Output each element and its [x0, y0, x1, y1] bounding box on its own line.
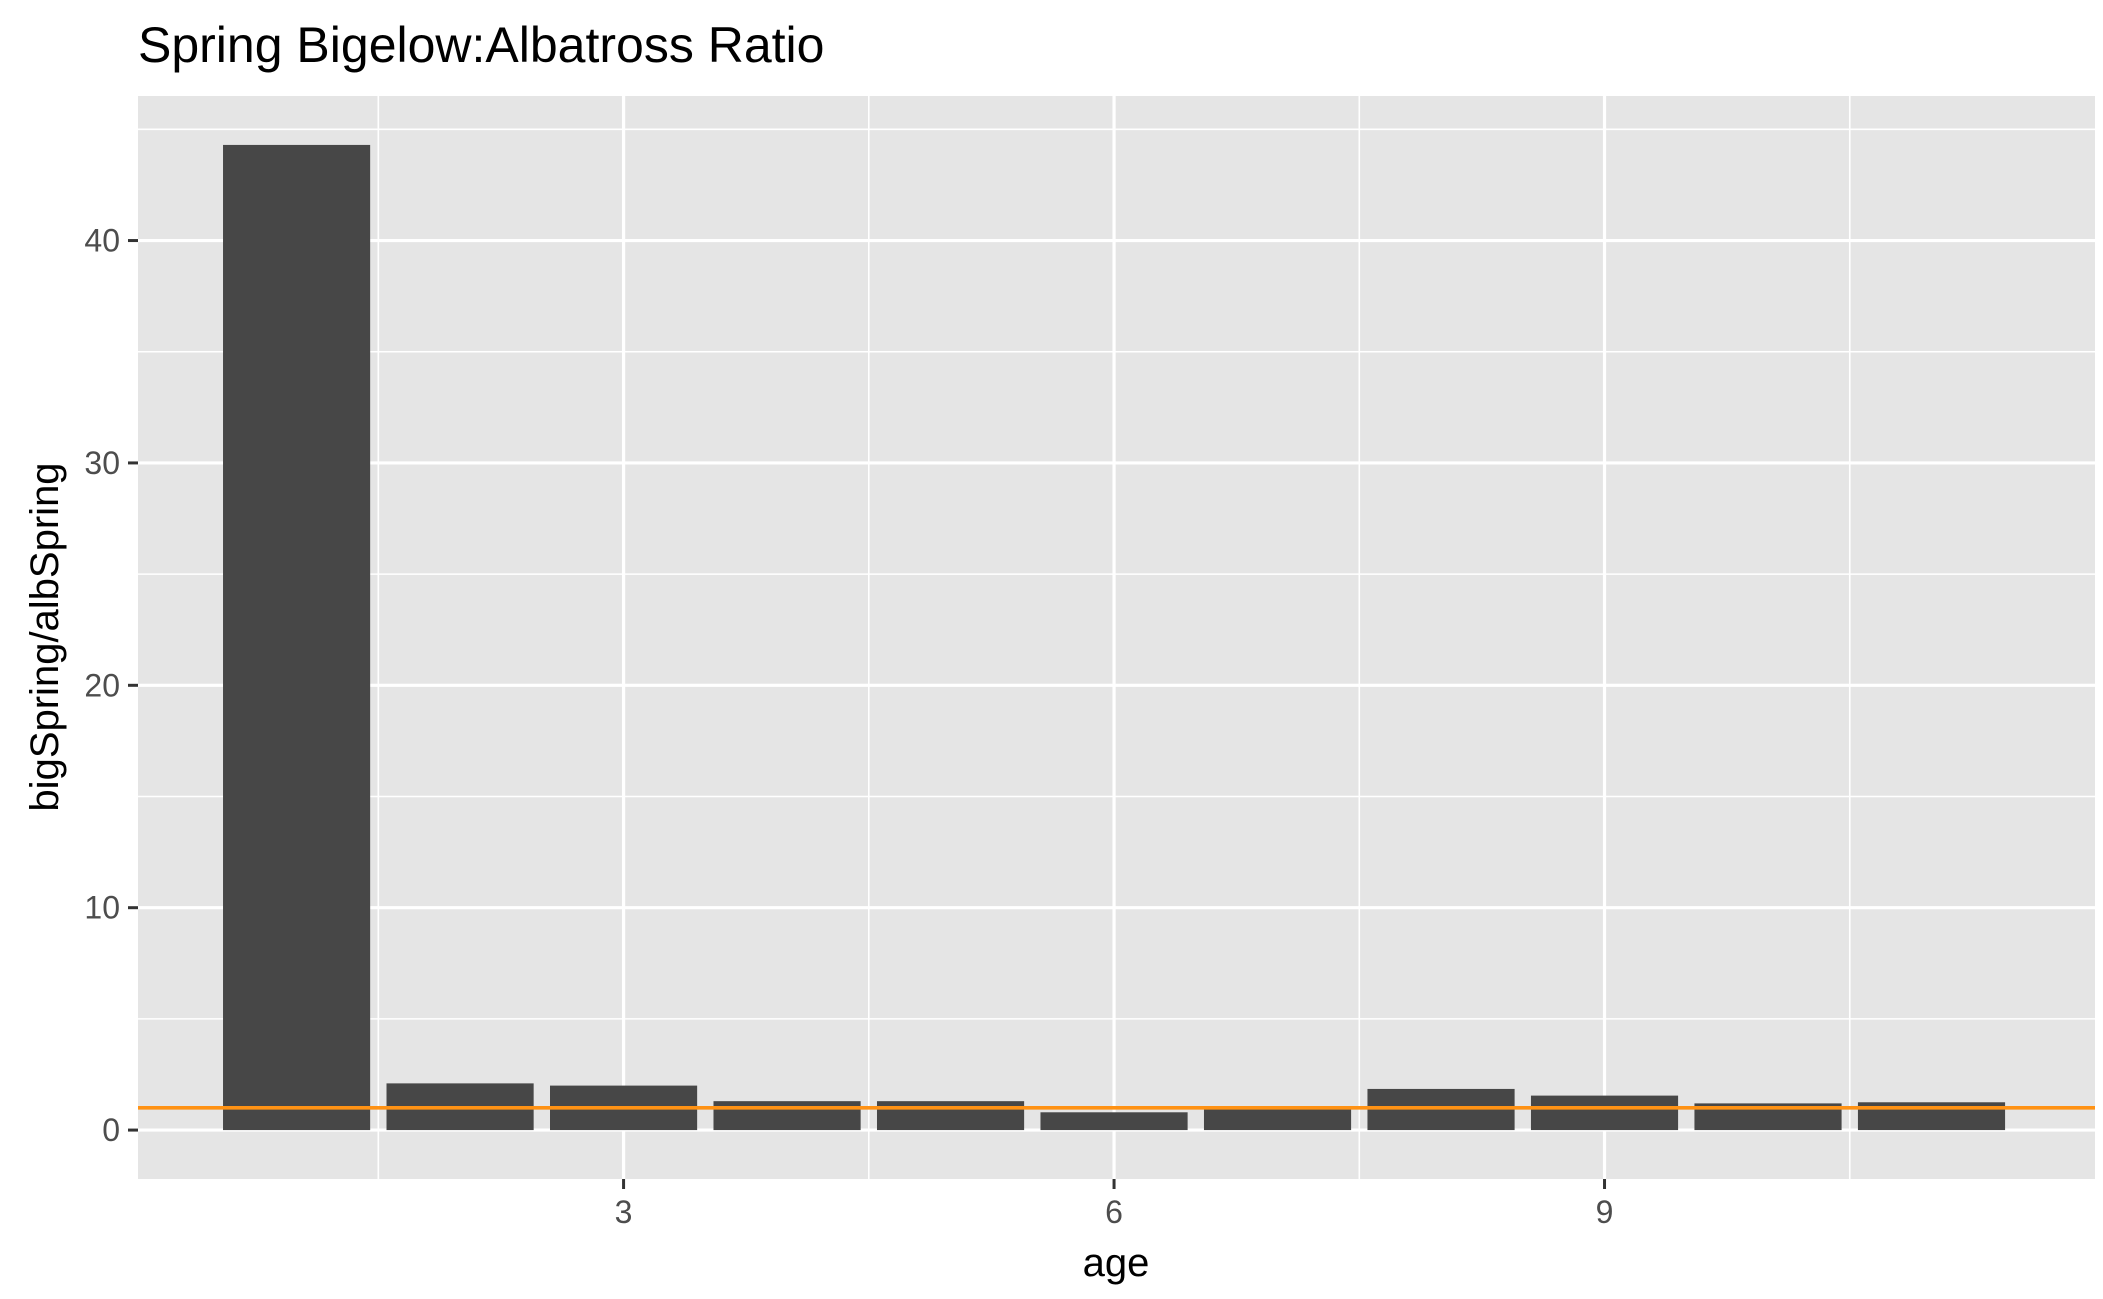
plot-panel [138, 96, 2095, 1179]
y-tick-label-1: 10 [84, 890, 120, 926]
y-tick-label-3: 30 [84, 445, 120, 481]
x-tick-label-1: 6 [1105, 1194, 1123, 1230]
bar-age-4 [713, 1101, 861, 1131]
bar-age-1 [223, 144, 371, 1131]
bar-age-9 [1530, 1095, 1679, 1131]
chart-title: Spring Bigelow:Albatross Ratio [138, 17, 824, 73]
grid-minor [138, 96, 2095, 1179]
bar-age-5 [876, 1101, 1025, 1131]
y-axis: 0 10 20 30 40 [84, 223, 138, 1148]
bar-age-7 [1203, 1107, 1352, 1131]
bar-age-6 [1040, 1112, 1188, 1131]
x-axis: 3 6 9 [615, 1179, 1614, 1230]
y-tick-label-4: 40 [84, 223, 120, 259]
x-axis-title: age [1083, 1241, 1150, 1285]
x-tick-label-2: 9 [1596, 1194, 1614, 1230]
y-tick-label-0: 0 [102, 1112, 120, 1148]
y-axis-title: bigSpring/albSpring [23, 462, 67, 811]
y-tick-label-2: 20 [84, 667, 120, 703]
x-tick-label-0: 3 [615, 1194, 633, 1230]
